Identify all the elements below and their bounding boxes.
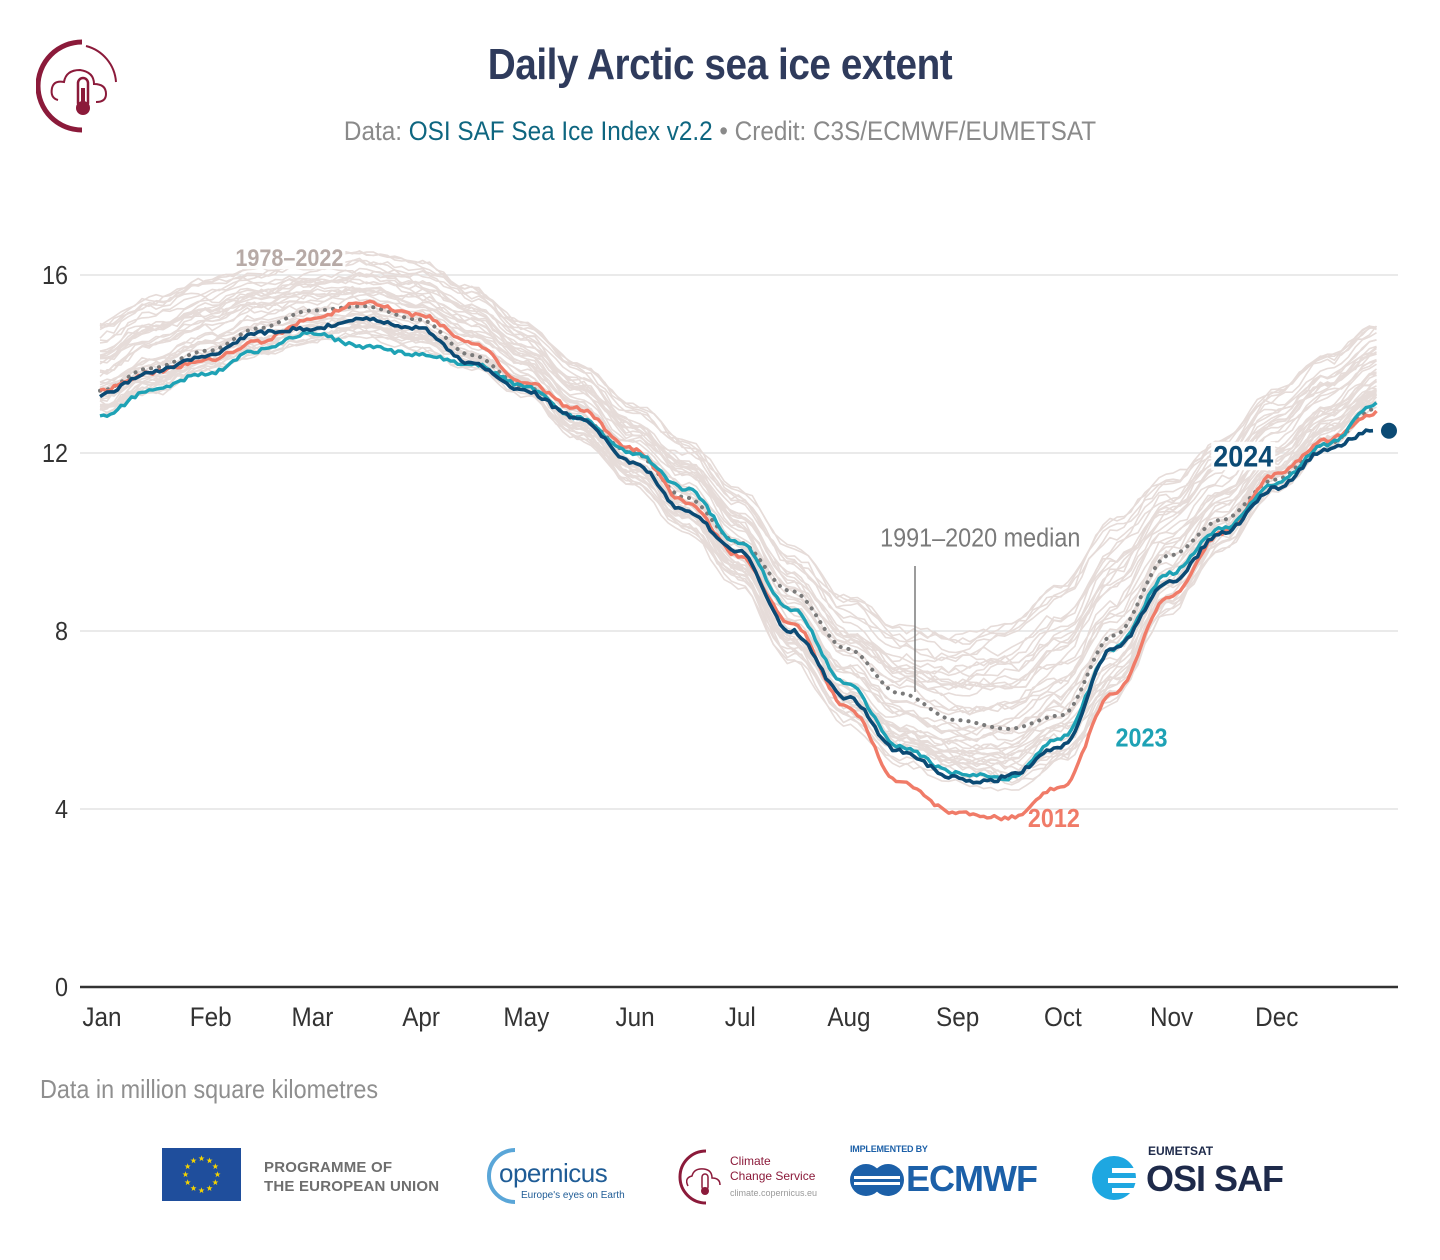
y-tick-label: 4 <box>55 796 68 824</box>
background-year-line <box>99 307 1377 750</box>
x-tick-label: Dec <box>1255 1003 1298 1032</box>
c3s-line2: Change Service <box>730 1169 816 1183</box>
eu-text-line2: THE EUROPEAN UNION <box>264 1178 440 1195</box>
line-2012 <box>99 299 1378 822</box>
c3s-url: climate.copernicus.eu <box>730 1188 818 1198</box>
label-1978-2022: 1978–2022 <box>235 244 343 271</box>
copernicus-tagline: Europe's eyes on Earth <box>521 1190 625 1201</box>
background-year-line <box>99 317 1377 780</box>
x-tick-label: Nov <box>1150 1003 1193 1032</box>
partner-logos: PROGRAMME OF THE EUROPEAN UNION opernicu… <box>0 1140 1440 1210</box>
subtitle-prefix: Data: <box>343 116 409 146</box>
y-tick-label: 16 <box>42 262 68 290</box>
background-year-line <box>99 324 1378 757</box>
background-year-line <box>100 273 1378 678</box>
background-year-line <box>99 287 1377 712</box>
background-year-line <box>99 284 1377 716</box>
background-year-line <box>99 279 1377 686</box>
label-1978-2022-bg <box>233 246 346 270</box>
x-tick-label: May <box>503 1003 549 1032</box>
x-tick-label: Feb <box>190 1003 232 1032</box>
copernicus-arc-icon <box>487 1148 516 1204</box>
osi-eumetsat-text: EUMETSAT <box>1148 1144 1214 1158</box>
x-tick-label: Apr <box>402 1003 440 1032</box>
subtitle: Data: OSI SAF Sea Ice Index v2.2 • Credi… <box>72 116 1368 147</box>
label-median: 1991–2020 median <box>880 524 1080 552</box>
label-2023: 2023 <box>1116 725 1168 753</box>
osi-saf-logo: EUMETSAT OSI SAF <box>1090 1144 1290 1208</box>
background-year-line <box>99 259 1377 654</box>
eu-star <box>190 1185 197 1191</box>
line-2024 <box>99 315 1374 785</box>
x-tick-label: Jan <box>82 1003 121 1032</box>
highlight-series-lines <box>98 299 1397 822</box>
background-year-line <box>99 335 1377 792</box>
eu-star <box>198 1155 205 1162</box>
background-year-line <box>99 289 1377 714</box>
eu-star <box>212 1163 219 1170</box>
data-source-link[interactable]: OSI SAF Sea Ice Index v2.2 <box>408 116 713 146</box>
eu-flag-icon <box>162 1148 241 1201</box>
eu-star <box>206 1157 213 1164</box>
eu-star <box>206 1185 213 1191</box>
ecmwf-implemented-by: IMPLEMENTED BY <box>850 1144 928 1154</box>
copernicus-wordmark: opernicus <box>499 1158 608 1188</box>
label-2024: 2024 <box>1213 440 1273 474</box>
grid-lines <box>80 274 1398 810</box>
axes: 0 4 8 12 16 Jan Feb Mar Apr May Jun Jul Aug Sep Oct Nov… <box>42 262 1398 1032</box>
eu-star <box>214 1171 221 1178</box>
eu-star <box>198 1187 205 1194</box>
background-year-line <box>99 329 1377 766</box>
c3s-small-logo: Climate Change Service climate.copernicus… <box>676 1146 826 1210</box>
label-2024-bg <box>1211 441 1276 471</box>
background-year-line <box>99 287 1377 677</box>
osi-saf-wordmark: OSI SAF <box>1146 1158 1284 1199</box>
x-tick-label: Jun <box>615 1003 654 1032</box>
eu-programme-text: PROGRAMME OF THE EUROPEAN UNION <box>264 1158 439 1196</box>
units-footnote: Data in million square kilometres <box>40 1074 379 1104</box>
background-year-line <box>99 286 1377 741</box>
x-tick-label: Jul <box>725 1003 756 1032</box>
x-tick-label: Sep <box>936 1003 979 1032</box>
copernicus-logo: opernicus Europe's eyes on Earth <box>485 1144 645 1208</box>
x-tick-label: Aug <box>827 1003 870 1032</box>
c3s-logo-icon <box>36 39 117 133</box>
background-year-line <box>99 319 1378 761</box>
annotations: 1978–2022 1991–2020 median 2012 2023 2024 <box>233 244 1276 833</box>
eu-star <box>184 1163 191 1170</box>
line-2023 <box>99 330 1378 782</box>
y-tick-label: 12 <box>42 440 68 468</box>
eu-star <box>184 1179 191 1186</box>
osi-saf-symbol-icon <box>1092 1156 1138 1200</box>
page-title: Daily Arctic sea ice extent <box>487 40 953 89</box>
ecmwf-logo: IMPLEMENTED BY ECMWF <box>848 1144 1068 1208</box>
sea-ice-chart: 1978–2022 1991–2020 median 2012 2023 2024 0 4… <box>42 244 1398 1032</box>
background-year-line <box>99 327 1377 771</box>
y-tick-label: 8 <box>55 618 68 646</box>
c3s-small-icon <box>678 1149 721 1205</box>
c3s-text: Climate Change Service <box>730 1154 815 1184</box>
eu-star <box>190 1157 197 1164</box>
background-year-line <box>99 267 1377 666</box>
background-year-line <box>99 267 1377 689</box>
x-tick-label: Mar <box>291 1003 333 1032</box>
eu-star <box>212 1179 219 1186</box>
label-2012: 2012 <box>1028 805 1080 833</box>
x-tick-label: Oct <box>1044 1003 1082 1032</box>
subtitle-credit: • Credit: C3S/ECMWF/EUMETSAT <box>712 116 1097 146</box>
latest-value-marker <box>1380 422 1397 439</box>
eu-text-line1: PROGRAMME OF <box>264 1159 393 1176</box>
y-tick-label: 0 <box>55 974 68 1002</box>
ecmwf-wordmark: ECMWF <box>906 1158 1038 1199</box>
background-year-line <box>99 313 1377 746</box>
eu-star <box>182 1171 189 1178</box>
c3s-line1: Climate <box>730 1154 771 1168</box>
ecmwf-symbol-icon <box>850 1164 904 1196</box>
